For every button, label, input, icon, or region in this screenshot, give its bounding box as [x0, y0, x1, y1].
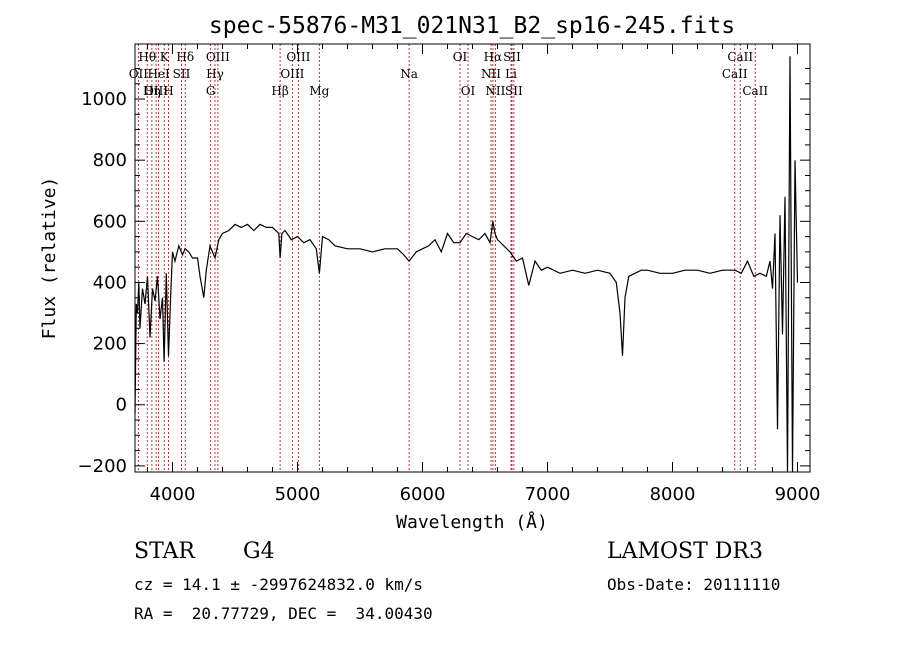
- y-axis-label: Flux (relative): [39, 177, 60, 340]
- y-tick-label: 600: [93, 211, 127, 232]
- spectrum-line: [134, 56, 799, 473]
- x-tick-label: 9000: [775, 484, 821, 505]
- emission-line-markers: [137, 44, 756, 472]
- y-tick-label: 400: [93, 272, 127, 293]
- line-label: CaII: [722, 67, 748, 81]
- x-tick-label: 4000: [150, 484, 196, 505]
- line-label: H: [163, 84, 173, 98]
- x-axis-label: Wavelength (Å): [396, 511, 548, 533]
- y-tick-label: 0: [116, 395, 127, 416]
- line-label: K: [160, 50, 170, 64]
- object-class: STAR: [134, 539, 195, 564]
- line-label: OIII: [206, 50, 230, 64]
- obs-date: Obs-Date: 20111110: [607, 575, 781, 594]
- line-label: Na: [400, 67, 418, 81]
- line-label: Hβ: [271, 84, 288, 98]
- line-label: OIII: [286, 50, 310, 64]
- line-label: OI: [461, 84, 476, 98]
- line-label: CaII: [742, 84, 768, 98]
- line-label: SII: [173, 67, 191, 81]
- line-label: Hδ: [176, 50, 194, 64]
- y-tick-label: −200: [78, 456, 127, 477]
- x-tick-label: 6000: [400, 484, 446, 505]
- y-axis-ticks: −200 0 200 400 600 800 1000: [78, 67, 810, 477]
- line-label: Hη: [143, 84, 161, 98]
- y-tick-label: 1000: [81, 89, 127, 110]
- y-tick-label: 200: [93, 334, 127, 355]
- x-tick-label: 7000: [525, 484, 571, 505]
- line-label: OI: [453, 50, 468, 64]
- line-label: HeI: [147, 67, 170, 81]
- x-tick-label: 8000: [650, 484, 696, 505]
- line-label: OII: [129, 67, 149, 81]
- chart-title: spec-55876-M31_021N31_B2_sp16-245.fits: [209, 13, 735, 39]
- object-subclass: G4: [243, 539, 275, 564]
- line-label: Mg: [309, 84, 329, 98]
- line-label: CaII: [727, 50, 753, 64]
- line-label: NII: [481, 67, 501, 81]
- line-label: SII: [505, 84, 523, 98]
- x-axis-ticks: 4000 5000 6000 7000 8000 9000: [147, 44, 821, 505]
- line-label: SII: [503, 50, 521, 64]
- coordinates: RA = 20.77729, DEC = 34.00430: [134, 604, 433, 623]
- line-label: Hγ: [206, 67, 224, 81]
- line-label: OIII: [144, 84, 168, 98]
- redshift-text: cz = 14.1 ± -2997624832.0 km/s: [134, 575, 423, 594]
- line-label: Hθ: [138, 50, 156, 64]
- line-label: OIII: [280, 67, 304, 81]
- line-label: Li: [505, 67, 517, 81]
- survey-name: LAMOST DR3: [607, 539, 763, 564]
- x-tick-label: 5000: [275, 484, 321, 505]
- line-label: G: [206, 84, 216, 98]
- line-label: Hα: [484, 50, 503, 64]
- y-tick-label: 800: [93, 150, 127, 171]
- line-label: NII: [485, 84, 505, 98]
- plot-frame: [134, 43, 811, 473]
